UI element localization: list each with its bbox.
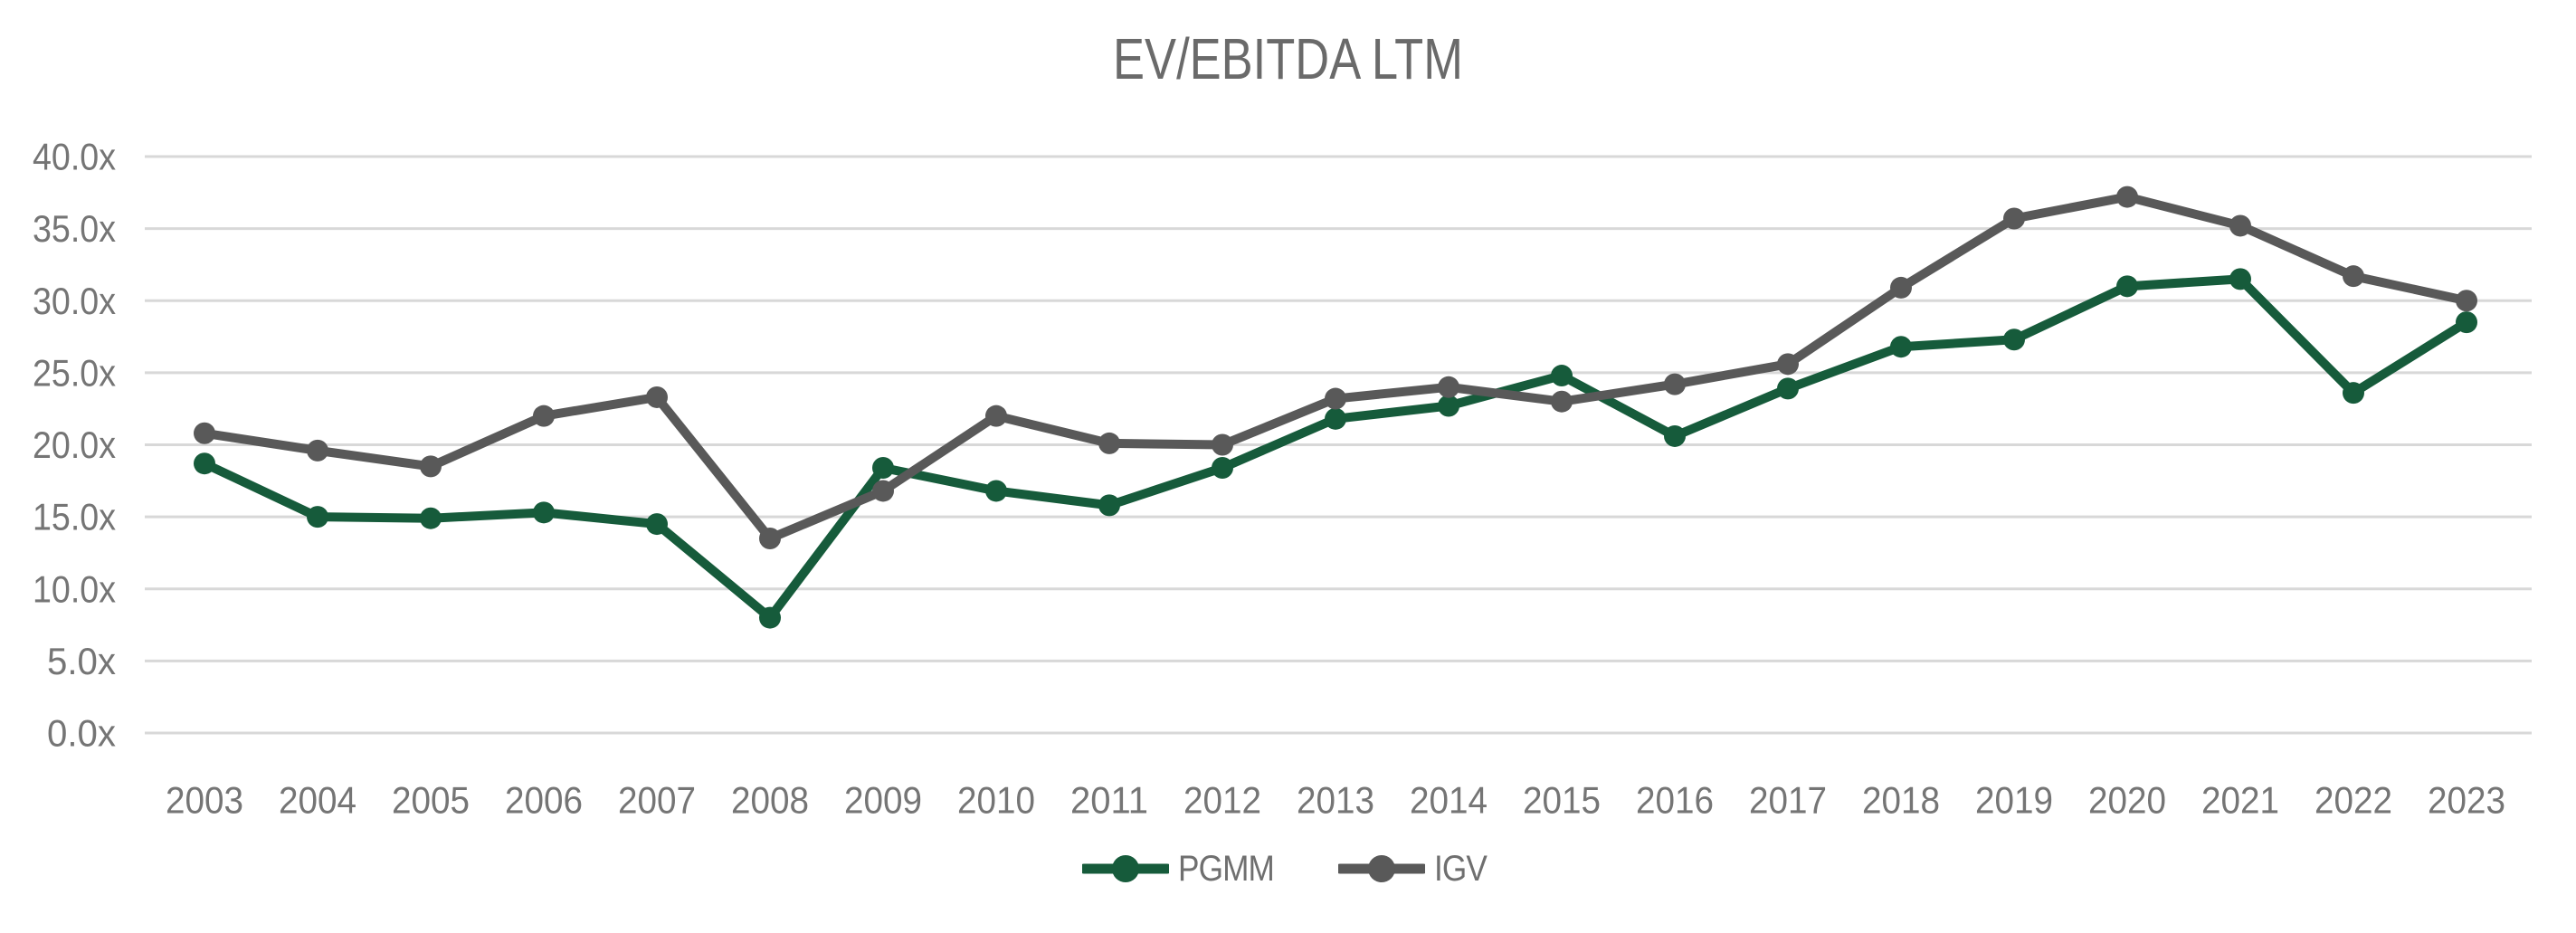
x-axis-tick-label: 2010 <box>957 779 1035 822</box>
data-point-pgmm-2011 <box>1098 494 1120 517</box>
x-axis-tick-label: 2023 <box>2428 779 2505 822</box>
data-point-igv-2005 <box>420 455 442 478</box>
y-axis-tick-label: 5.0x <box>47 640 116 682</box>
x-axis-tick-label: 2009 <box>844 779 922 822</box>
data-point-igv-2018 <box>1890 276 1912 299</box>
y-axis-tick-label: 30.0x <box>33 280 116 322</box>
data-point-pgmm-2009 <box>872 456 894 479</box>
legend-dot-icon <box>1367 855 1395 882</box>
data-point-pgmm-2004 <box>307 506 328 528</box>
data-point-igv-2008 <box>759 528 781 550</box>
y-axis-tick-label: 10.0x <box>33 567 116 610</box>
legend-marker-igv-icon <box>1337 855 1425 882</box>
data-point-igv-2023 <box>2456 290 2477 312</box>
data-point-igv-2011 <box>1098 432 1120 454</box>
x-axis-tick-label: 2021 <box>2201 779 2279 822</box>
legend: PGMM IGV <box>0 842 2576 896</box>
data-point-pgmm-2012 <box>1212 456 1233 479</box>
data-point-igv-2022 <box>2343 265 2364 288</box>
x-axis-tick-label: 2008 <box>731 779 809 822</box>
data-point-pgmm-2006 <box>533 501 555 524</box>
data-point-igv-2013 <box>1325 387 1346 410</box>
data-point-pgmm-2023 <box>2456 311 2477 334</box>
x-axis-tick-label: 2003 <box>166 779 243 822</box>
data-point-pgmm-2018 <box>1890 336 1912 358</box>
x-axis-tick-label: 2007 <box>618 779 696 822</box>
data-point-pgmm-2008 <box>759 606 781 629</box>
x-axis-tick-label: 2005 <box>392 779 470 822</box>
data-point-pgmm-2013 <box>1325 407 1346 430</box>
data-point-igv-2012 <box>1212 433 1233 456</box>
x-axis-tick-label: 2006 <box>505 779 583 822</box>
x-axis-tick-label: 2012 <box>1183 779 1261 822</box>
data-point-pgmm-2015 <box>1551 365 1573 387</box>
x-axis-tick-label: 2013 <box>1297 779 1374 822</box>
data-point-igv-2009 <box>872 480 894 502</box>
x-axis-tick-label: 2022 <box>2315 779 2392 822</box>
data-point-pgmm-2022 <box>2343 382 2364 405</box>
data-point-igv-2019 <box>2003 207 2025 230</box>
legend-item-igv: IGV <box>1337 848 1494 890</box>
y-axis-tick-label: 15.0x <box>33 496 116 538</box>
x-axis-tick-label: 2016 <box>1636 779 1714 822</box>
data-point-igv-2016 <box>1664 373 1686 395</box>
data-point-pgmm-2007 <box>646 513 668 536</box>
data-point-igv-2006 <box>533 405 555 427</box>
data-point-igv-2020 <box>2116 186 2138 208</box>
x-axis-tick-label: 2015 <box>1523 779 1601 822</box>
data-point-pgmm-2003 <box>194 452 215 475</box>
data-point-igv-2004 <box>307 439 328 462</box>
data-point-pgmm-2016 <box>1664 424 1686 447</box>
legend-marker-pgmm-icon <box>1082 855 1170 882</box>
x-axis-tick-label: 2017 <box>1749 779 1827 822</box>
data-point-pgmm-2014 <box>1438 395 1459 417</box>
data-point-pgmm-2019 <box>2003 328 2025 351</box>
y-axis-tick-label: 20.0x <box>33 424 116 466</box>
data-point-pgmm-2010 <box>985 480 1007 502</box>
x-axis-tick-label: 2019 <box>1975 779 2053 822</box>
data-point-igv-2010 <box>985 405 1007 427</box>
x-axis-tick-label: 2014 <box>1410 779 1488 822</box>
legend-dot-icon <box>1112 855 1140 882</box>
series-line-pgmm <box>200 274 2471 623</box>
data-point-igv-2017 <box>1777 353 1799 376</box>
y-axis-tick-label: 0.0x <box>47 712 116 755</box>
y-axis-tick-label: 35.0x <box>33 207 116 250</box>
data-point-igv-2021 <box>2229 214 2251 237</box>
data-point-pgmm-2021 <box>2229 268 2251 290</box>
x-axis-tick-label: 2004 <box>279 779 356 822</box>
data-point-pgmm-2017 <box>1777 377 1799 400</box>
x-axis-tick-label: 2020 <box>2088 779 2166 822</box>
x-axis-tick-label: 2018 <box>1862 779 1940 822</box>
legend-label: IGV <box>1433 848 1488 889</box>
data-point-igv-2007 <box>646 386 668 408</box>
data-point-igv-2003 <box>194 422 215 444</box>
legend-label: PGMM <box>1178 848 1275 889</box>
y-axis-tick-label: 40.0x <box>33 136 116 178</box>
series-line-igv <box>200 192 2471 544</box>
data-point-pgmm-2005 <box>420 507 442 529</box>
legend-item-pgmm: PGMM <box>1082 849 1287 890</box>
x-axis-tick-label: 2011 <box>1070 779 1148 822</box>
chart-title: EV/EBITDA LTM <box>1113 26 1463 91</box>
data-point-pgmm-2020 <box>2116 275 2138 298</box>
y-axis-tick-label: 25.0x <box>33 351 116 394</box>
data-point-igv-2014 <box>1438 376 1459 398</box>
data-point-igv-2015 <box>1551 390 1573 413</box>
